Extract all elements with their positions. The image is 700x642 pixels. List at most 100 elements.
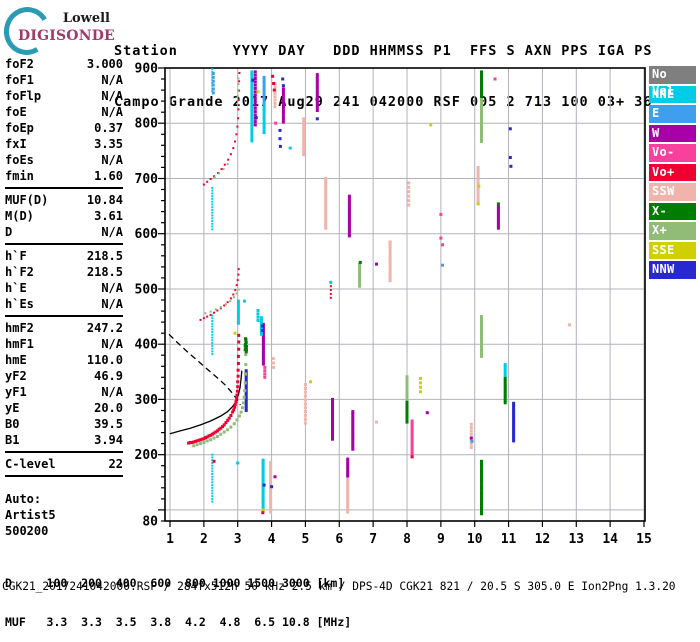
svg-text:8: 8 xyxy=(403,532,411,547)
muf-table-muf-row: MUF 3.3 3.3 3.5 3.8 4.2 4.8 6.5 10.8 [MH… xyxy=(5,615,352,629)
parameter-label: hmF1 xyxy=(5,337,34,351)
parameter-row-fmin: fmin 1.60 xyxy=(5,168,123,184)
ionogram-plot: 900 800 700 600 500 400 300 200 80 1 2 3 4 5 6 7 8 9 10 11 1… xyxy=(130,58,660,550)
legend-item-noval: No Val xyxy=(649,66,696,98)
svg-text:3: 3 xyxy=(234,532,242,547)
svg-text:400: 400 xyxy=(135,338,159,353)
parameter-label: fxI xyxy=(5,137,27,151)
parameter-row-md: M(D) 3.61 xyxy=(5,208,123,224)
parameter-row-yf1: yF1 N/A xyxy=(5,384,123,400)
parameter-value: 39.5 xyxy=(94,417,123,431)
parameter-label: h`F xyxy=(5,249,27,263)
legend-item-x-: X- xyxy=(649,202,696,220)
parameter-label: foFlp xyxy=(5,89,42,103)
autoscaling-line: 500200 xyxy=(5,524,49,538)
parameter-value: 1.60 xyxy=(94,169,123,183)
parameter-separator xyxy=(5,475,123,477)
header-values-row: Campo Grande 2017 Aug29 241 042000 RSF 0… xyxy=(114,94,653,110)
svg-text:80: 80 xyxy=(142,515,158,530)
parameter-panel: foF2 3.000 foF1 N/A foFlp N/A foE N/A foEp 0.37 fx… xyxy=(5,56,123,539)
muf-table-d-row: D 100 200 400 600 800 1000 1500 3000 [km… xyxy=(5,576,345,590)
parameter-label: foEp xyxy=(5,121,34,135)
parameter-row-fxi: fxI 3.35 xyxy=(5,136,123,152)
parameter-label: yF2 xyxy=(5,369,27,383)
legend-item-w: W xyxy=(649,124,696,142)
parameter-value: 3.61 xyxy=(94,209,123,223)
svg-text:5: 5 xyxy=(302,532,310,547)
svg-text:10: 10 xyxy=(467,532,483,547)
parameter-value: 247.2 xyxy=(86,321,123,335)
parameter-label: yE xyxy=(5,401,20,415)
parameter-row-b1: B1 3.94 xyxy=(5,432,123,448)
parameter-row-foep: foEp 0.37 xyxy=(5,120,123,136)
parameter-value: N/A xyxy=(101,153,123,167)
parameter-value: N/A xyxy=(101,225,123,239)
parameter-value: 46.9 xyxy=(94,369,123,383)
station-header: Station YYYY DAY DDD HHMMSS P1 FFS S AXN… xyxy=(114,9,653,128)
parameter-value: 3.35 xyxy=(94,137,123,151)
autoscaling-line: Auto: xyxy=(5,492,42,506)
parameter-label: yF1 xyxy=(5,385,27,399)
parameter-row-ye: yE 20.0 xyxy=(5,400,123,416)
parameter-row-yf2: yF2 46.9 xyxy=(5,368,123,384)
svg-text:6: 6 xyxy=(335,532,343,547)
parameter-row-d: D N/A xyxy=(5,224,123,240)
parameter-value: N/A xyxy=(101,105,123,119)
legend-item-sse: SSE xyxy=(649,241,696,259)
parameter-row-hmf1: hmF1 N/A xyxy=(5,336,123,352)
svg-text:500: 500 xyxy=(135,283,159,298)
parameter-separator xyxy=(5,451,123,453)
legend-item-x+: X+ xyxy=(649,222,696,240)
parameter-label: D xyxy=(5,225,13,239)
parameter-row-foes: foEs N/A xyxy=(5,152,123,168)
svg-text:15: 15 xyxy=(636,532,652,547)
svg-text:7: 7 xyxy=(369,532,377,547)
parameter-value: 10.84 xyxy=(86,193,123,207)
parameter-row-hes: h`Es N/A xyxy=(5,296,123,312)
parameter-label: h`F2 xyxy=(5,265,34,279)
parameter-value: 3.94 xyxy=(94,433,123,447)
svg-text:600: 600 xyxy=(135,227,159,242)
parameter-label: foEs xyxy=(5,153,34,167)
parameter-label: M(D) xyxy=(5,209,34,223)
logo-lowell-text: Lowell xyxy=(62,11,110,26)
parameter-row-mufd: MUF(D) 10.84 xyxy=(5,192,123,208)
parameter-value: 0.37 xyxy=(94,121,123,135)
svg-text:700: 700 xyxy=(135,172,159,187)
parameter-separator xyxy=(5,243,123,245)
svg-text:800: 800 xyxy=(135,117,159,132)
parameter-row-fof1: foF1 N/A xyxy=(5,72,123,88)
parameter-row-he: h`E N/A xyxy=(5,280,123,296)
parameter-label: B1 xyxy=(5,433,20,447)
parameter-value: N/A xyxy=(101,73,123,87)
svg-text:200: 200 xyxy=(135,448,159,463)
parameter-row-foflp: foFlp N/A xyxy=(5,88,123,104)
svg-text:900: 900 xyxy=(135,62,159,77)
parameter-label: h`E xyxy=(5,281,27,295)
parameter-label: foE xyxy=(5,105,27,119)
parameter-row-fof2: foF2 3.000 xyxy=(5,56,123,72)
file-info-line: CGK21_2017241042000.RSF / 284fx512h 50 k… xyxy=(2,580,676,593)
svg-text:14: 14 xyxy=(602,532,618,547)
parameter-value: N/A xyxy=(101,281,123,295)
parameter-value: N/A xyxy=(101,337,123,351)
parameter-separator xyxy=(5,187,123,189)
parameter-row-b0: B0 39.5 xyxy=(5,416,123,432)
parameter-label: hmE xyxy=(5,353,27,367)
svg-text:9: 9 xyxy=(437,532,445,547)
parameter-row-hme: hmE 110.0 xyxy=(5,352,123,368)
svg-text:12: 12 xyxy=(535,532,551,547)
autoscaling-line: Artist5 xyxy=(5,508,56,522)
parameter-label: hmF2 xyxy=(5,321,34,335)
parameter-label: foF2 xyxy=(5,57,34,71)
parameter-value: N/A xyxy=(101,297,123,311)
logo-digisonde-text: DIGISONDE xyxy=(18,28,115,44)
svg-text:13: 13 xyxy=(568,532,584,547)
autoscaling-info: Auto: Artist5 500200 xyxy=(5,491,123,539)
parameter-row-hmf2: hmF2 247.2 xyxy=(5,320,123,336)
parameter-row-hf2: h`F2 218.5 xyxy=(5,264,123,280)
svg-text:2: 2 xyxy=(200,532,208,547)
parameter-value: 110.0 xyxy=(86,353,123,367)
